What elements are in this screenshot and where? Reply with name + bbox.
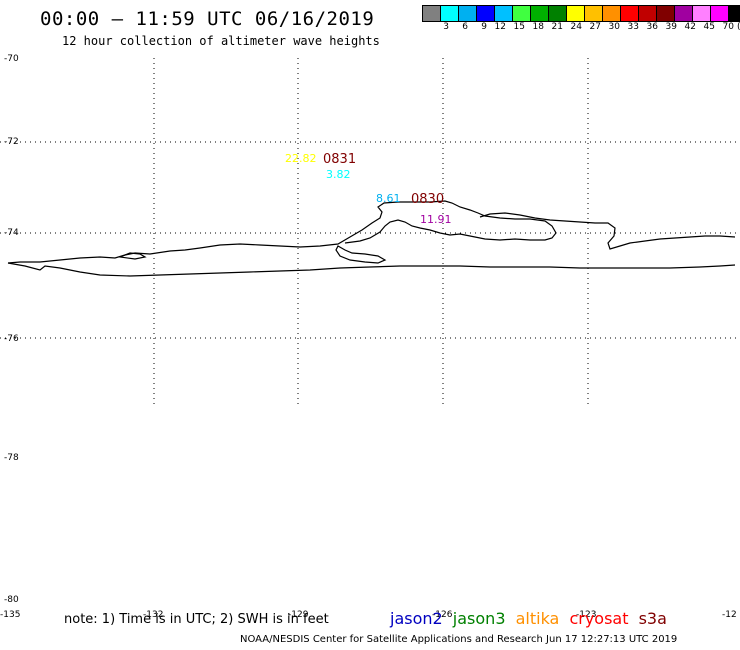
legend-swatch	[441, 6, 459, 21]
legend-swatch	[603, 6, 621, 21]
peninsula-outline	[335, 245, 387, 264]
lat-label: -74	[4, 228, 19, 238]
footer-credit: NOAA/NESDIS Center for Satellite Applica…	[240, 634, 678, 645]
legend-label: 36	[646, 22, 658, 32]
lon-label: -123	[576, 610, 596, 620]
lat-label: -78	[4, 453, 19, 463]
note-text: note: 1) Time is in UTC; 2) SWH is in fe…	[64, 612, 329, 627]
coastline	[7, 200, 736, 277]
legend-label: 12	[494, 22, 506, 32]
legend-swatch	[639, 6, 657, 21]
lat-label: -80	[4, 595, 19, 605]
legend-label: 45	[703, 22, 715, 32]
island-outline	[479, 212, 736, 250]
wave-height-label: 11.91	[420, 213, 452, 226]
legend-swatch	[549, 6, 567, 21]
lon-label: -129	[288, 610, 309, 620]
legend-unit: (ft)	[734, 22, 740, 32]
legend-swatch	[621, 6, 639, 21]
legend-label: 39	[665, 22, 677, 32]
lat-label: -72	[4, 137, 19, 147]
legend-label: 24	[570, 22, 582, 32]
legend-label: 27	[589, 22, 601, 32]
color-legend	[422, 5, 740, 22]
legend-label: 18	[532, 22, 544, 32]
legend-label: 42	[684, 22, 696, 32]
grid-lines	[0, 58, 740, 405]
satellite-jason3: jason3	[452, 609, 506, 628]
legend-swatch	[477, 6, 495, 21]
map-title: 00:00 – 11:59 UTC 06/16/2019	[40, 8, 375, 30]
lat-label: -70	[4, 54, 19, 64]
lon-label: -132	[143, 610, 163, 620]
legend-label: 3	[443, 22, 449, 32]
small-inlet	[117, 252, 147, 260]
wave-observations: 22.82 3.82 8.61 11.91 0831 0830	[285, 152, 452, 226]
lat-label: -76	[4, 334, 19, 344]
wave-height-label: 3.82	[326, 168, 351, 181]
lon-labels: -135 -132 -129 -126 -123 -12	[0, 610, 737, 620]
coast-main	[7, 262, 736, 277]
satellite-s3a: s3a	[638, 609, 667, 628]
legend-label: 33	[627, 22, 639, 32]
map-subtitle: 12 hour collection of altimeter wave hei…	[62, 34, 380, 48]
legend-swatch	[423, 6, 441, 21]
time-label: 0830	[411, 192, 444, 207]
legend-swatch	[711, 6, 729, 21]
ice-shelf-outline-north	[7, 200, 557, 264]
lat-labels: -70 -72 -74 -76 -78 -80	[4, 54, 19, 605]
legend-label: 9	[481, 22, 487, 32]
legend-swatch	[585, 6, 603, 21]
legend-swatch	[657, 6, 675, 21]
legend-label: 21	[551, 22, 563, 32]
legend-label: 15	[513, 22, 525, 32]
satellite-jason2: jason2	[390, 609, 443, 628]
legend-swatch	[531, 6, 549, 21]
legend-swatch	[693, 6, 711, 21]
legend-swatch	[513, 6, 531, 21]
legend-label: 30	[608, 22, 620, 32]
legend-swatch	[567, 6, 585, 21]
satellite-altika: altika	[515, 609, 560, 628]
lon-label: -12	[722, 610, 737, 620]
legend-swatch	[459, 6, 477, 21]
legend-swatch	[675, 6, 693, 21]
wave-height-label: 22.82	[285, 152, 317, 165]
legend-label: 70	[722, 22, 734, 32]
legend-swatch	[729, 6, 740, 21]
wave-height-label: 8.61	[376, 192, 401, 205]
legend-swatch	[495, 6, 513, 21]
lon-label: -126	[432, 610, 453, 620]
satellite-legend: jason2 jason3 altika cryosat s3a	[390, 609, 672, 628]
legend-label: 6	[462, 22, 468, 32]
time-label: 0831	[323, 152, 356, 167]
satellite-cryosat: cryosat	[569, 609, 629, 628]
lon-label: -135	[0, 610, 20, 620]
